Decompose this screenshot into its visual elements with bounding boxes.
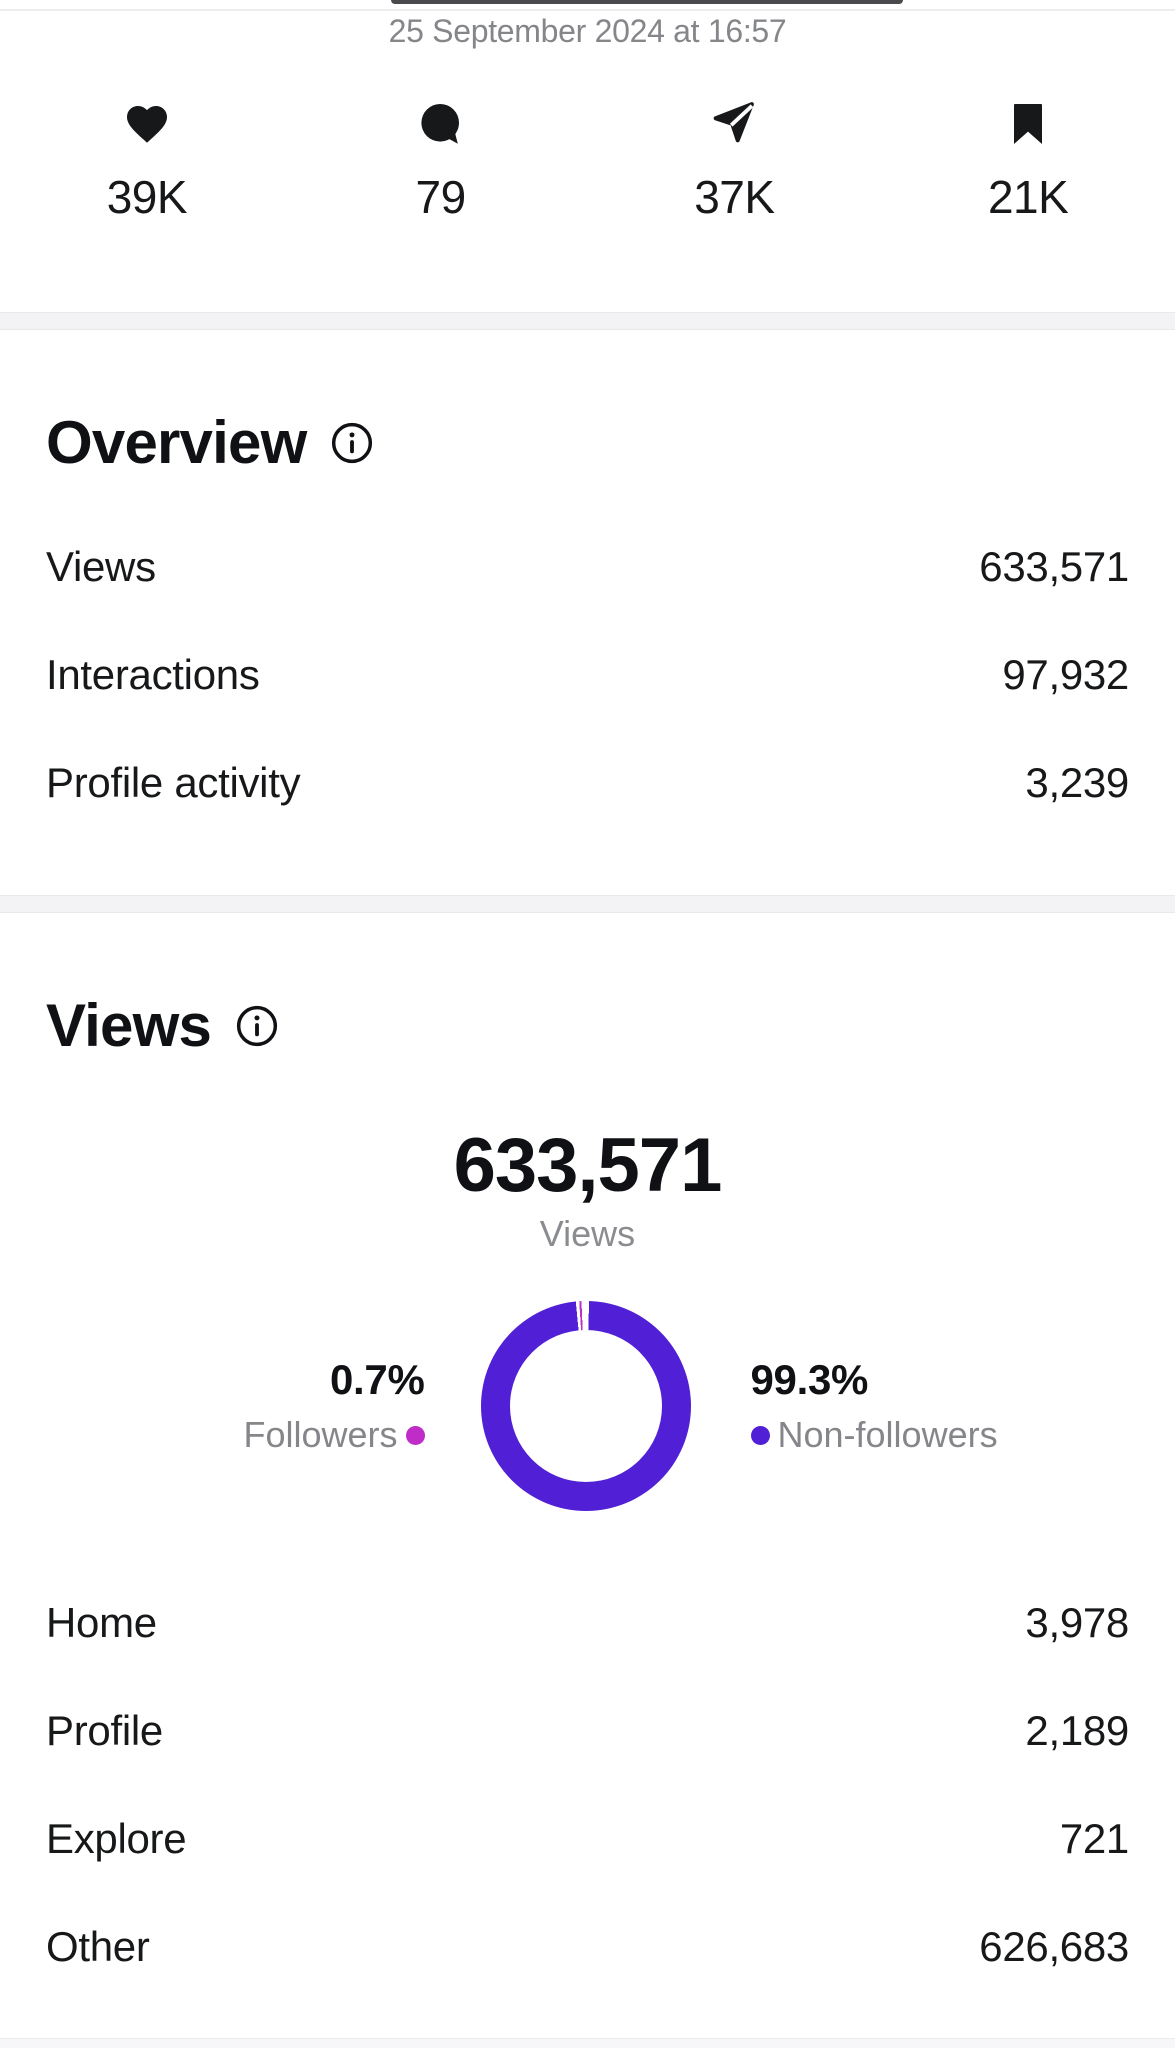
shares-stat[interactable]: 37K [588, 100, 882, 224]
row-value: 626,683 [979, 1923, 1129, 1970]
row-label: Profile [46, 1707, 163, 1754]
bottom-separator [0, 2038, 1175, 2048]
media-bottom-edge [391, 0, 903, 4]
section-separator [0, 895, 1175, 913]
info-icon [235, 1004, 279, 1048]
non-followers-dot [750, 1425, 770, 1445]
post-stats-row: 39K 79 37K 21K [0, 100, 1175, 224]
followers-label: Followers [243, 1414, 398, 1455]
row-label: Views [46, 543, 156, 590]
views-total: 633,571 [453, 1123, 723, 1208]
row-label: Other [46, 1923, 150, 1970]
info-icon [330, 421, 374, 465]
row-label: Interactions [46, 651, 260, 698]
saves-count: 21K [987, 171, 1069, 223]
row-label: Home [46, 1599, 157, 1646]
followers-dot [405, 1425, 425, 1445]
overview-title: Overview [46, 409, 307, 476]
saves-stat[interactable]: 21K [881, 100, 1175, 224]
overview-row-profile-activity: Profile activity 3,239 [46, 759, 1129, 807]
non-followers-percent: 99.3% [750, 1356, 869, 1403]
views-donut-area: 0.7% Followers 99.3% Non-followers [46, 1301, 1129, 1511]
non-followers-label: Non-followers [777, 1414, 998, 1455]
views-row-home: Home 3,978 [46, 1599, 1129, 1647]
row-label: Profile activity [46, 759, 301, 806]
views-breakdown-list: Home 3,978 Profile 2,189 Explore 721 Oth… [46, 1599, 1129, 1971]
likes-stat[interactable]: 39K [0, 100, 294, 224]
section-separator [0, 312, 1175, 330]
post-timestamp: 25 September 2024 at 16:57 [388, 13, 787, 49]
row-value: 721 [1059, 1815, 1129, 1862]
views-info-button[interactable] [235, 1004, 279, 1048]
row-value: 3,978 [1025, 1599, 1129, 1646]
top-separator-line [0, 9, 1175, 11]
overview-row-interactions: Interactions 97,932 [46, 651, 1129, 699]
views-row-profile: Profile 2,189 [46, 1707, 1129, 1755]
row-value: 3,239 [1025, 759, 1129, 806]
overview-row-views: Views 633,571 [46, 543, 1129, 591]
bookmark-icon [1004, 100, 1052, 148]
views-total-caption: Views [539, 1213, 636, 1254]
comments-stat[interactable]: 79 [294, 100, 588, 224]
views-donut-chart [480, 1301, 691, 1511]
likes-count: 39K [106, 171, 188, 223]
row-value: 633,571 [979, 543, 1129, 590]
followers-percent: 0.7% [329, 1356, 425, 1403]
overview-section: Overview Views 633,571 Interactions 97,9… [0, 408, 1175, 807]
views-title: Views [46, 992, 212, 1059]
views-section: Views 633,571 Views 0.7% Followers 99.3% [0, 991, 1175, 1971]
comments-count: 79 [415, 171, 467, 223]
heart-icon [123, 100, 171, 148]
followers-legend: 0.7% Followers [243, 1356, 424, 1456]
comment-icon [417, 100, 465, 148]
row-label: Explore [46, 1815, 187, 1862]
non-followers-legend: 99.3% Non-followers [750, 1356, 998, 1456]
share-icon [710, 100, 758, 148]
views-row-explore: Explore 721 [46, 1815, 1129, 1863]
shares-count: 37K [694, 171, 775, 223]
row-value: 97,932 [1002, 651, 1129, 698]
overview-info-button[interactable] [330, 421, 374, 465]
views-row-other: Other 626,683 [46, 1923, 1129, 1971]
row-value: 2,189 [1025, 1707, 1129, 1754]
